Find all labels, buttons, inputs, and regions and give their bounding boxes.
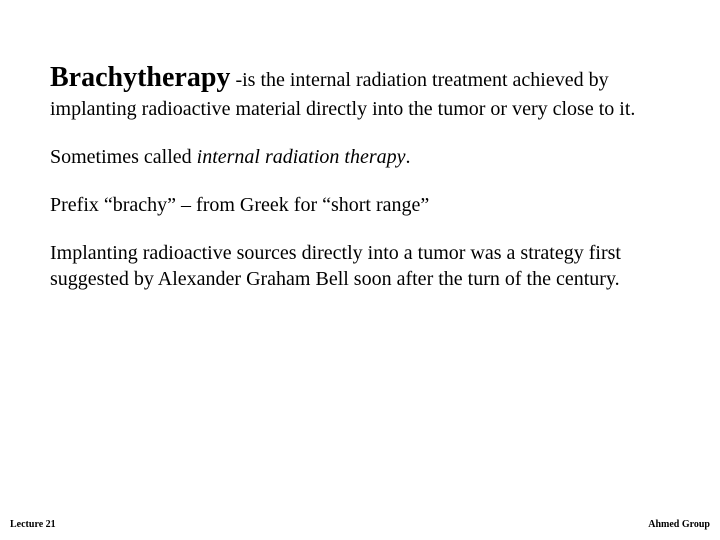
alt-name-paragraph: Sometimes called internal radiation ther… [50, 144, 670, 170]
alt-name-italic: internal radiation therapy [197, 146, 406, 168]
slide-content: Brachytherapy -is the internal radiation… [50, 60, 670, 292]
footer-left: Lecture 21 [10, 519, 56, 530]
etymology-paragraph: Prefix “brachy” – from Greek for “short … [50, 192, 670, 218]
definition-paragraph: Brachytherapy -is the internal radiation… [50, 60, 670, 122]
slide-title: Brachytherapy [50, 62, 230, 93]
history-paragraph: Implanting radioactive sources directly … [50, 240, 670, 292]
alt-name-pre: Sometimes called [50, 146, 197, 168]
footer-right: Ahmed Group [648, 519, 710, 530]
alt-name-post: . [406, 146, 411, 168]
slide-footer: Lecture 21 Ahmed Group [10, 519, 710, 530]
